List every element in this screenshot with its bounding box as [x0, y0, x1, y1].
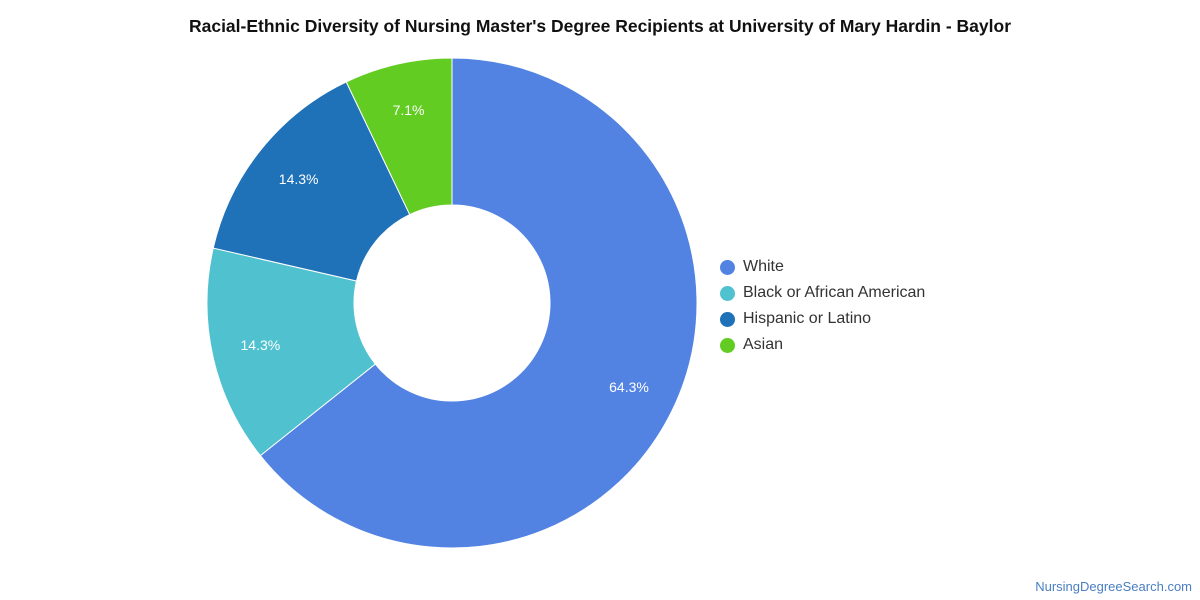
legend-label-hispanic-or-latino: Hispanic or Latino	[743, 310, 872, 327]
slice-label-black-or-african-american: 14.3%	[241, 337, 281, 353]
slice-black-or-african-american[interactable]	[206, 247, 377, 457]
legend-label-white: White	[743, 258, 784, 275]
slice-label-hispanic-or-latino: 14.3%	[279, 171, 319, 187]
slice-hispanic-or-latino[interactable]	[212, 81, 411, 282]
legend-label-black-or-african-american: Black or African American	[743, 284, 926, 301]
slice-white[interactable]	[259, 57, 698, 549]
legend-item-black-or-african-american[interactable]: Black or African American	[720, 280, 925, 306]
slice-asian[interactable]	[345, 57, 453, 216]
legend-swatch-black-or-african-american	[720, 285, 735, 301]
legend-item-white[interactable]: White	[720, 254, 925, 280]
legend-item-asian[interactable]: Asian	[720, 332, 925, 358]
legend-swatch-hispanic-or-latino	[720, 311, 735, 327]
legend-label-asian: Asian	[743, 336, 784, 353]
source-credit-link[interactable]: NursingDegreeSearch.com	[1035, 579, 1192, 594]
legend-item-hispanic-or-latino[interactable]: Hispanic or Latino	[720, 306, 925, 332]
legend-swatch-asian	[720, 337, 735, 353]
legend-swatch-white	[720, 259, 735, 275]
slice-label-white: 64.3%	[609, 379, 649, 395]
slice-label-asian: 7.1%	[393, 102, 425, 118]
chart-legend: White Black or African American Hispanic…	[720, 254, 925, 358]
chart-title: Racial-Ethnic Diversity of Nursing Maste…	[188, 16, 1012, 36]
